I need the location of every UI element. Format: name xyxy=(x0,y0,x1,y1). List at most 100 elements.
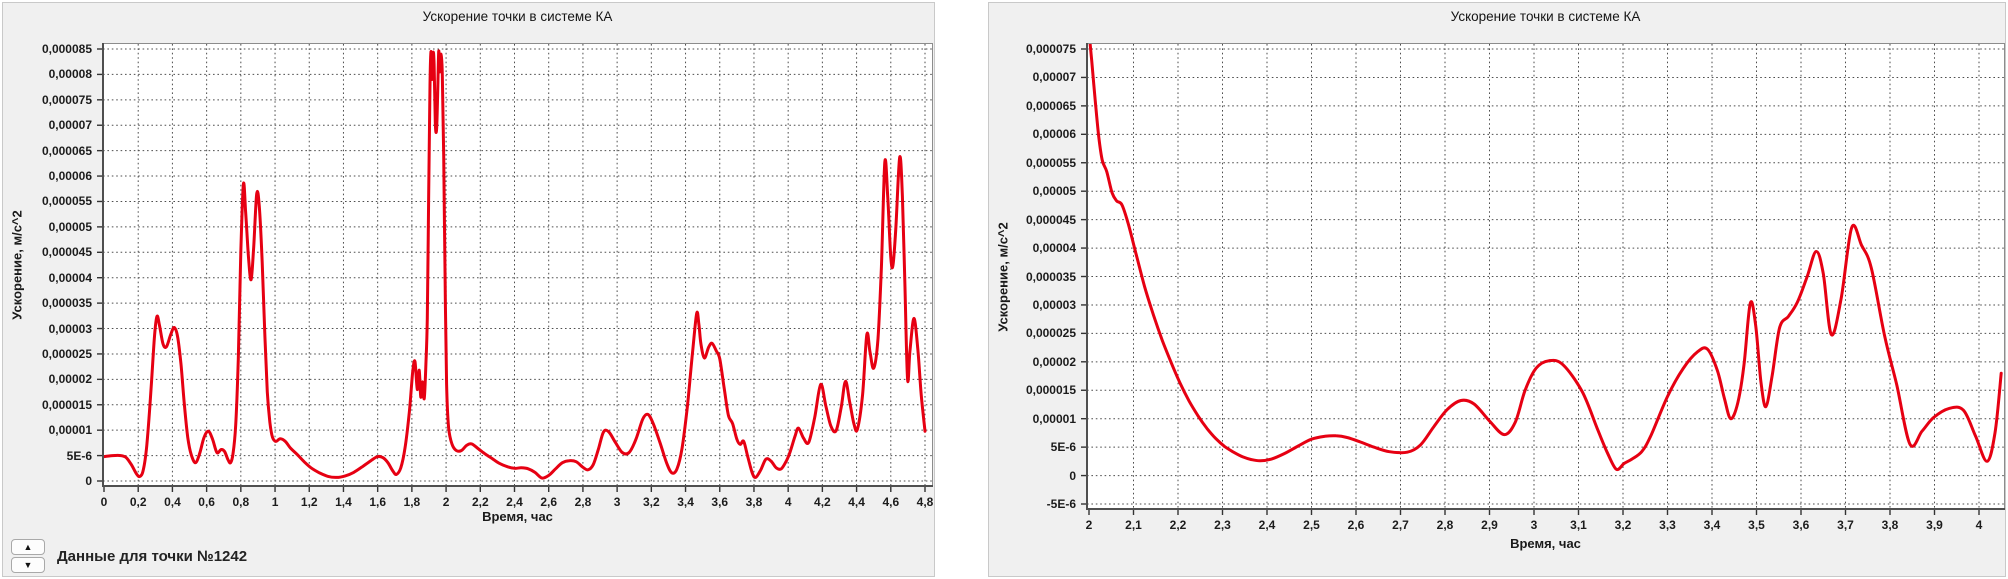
y-tick-label: 0,00007 xyxy=(48,118,92,133)
y-tick-label: -5E-6 xyxy=(1046,497,1076,511)
spin-up-button[interactable]: ▲ xyxy=(11,539,45,555)
y-tick-label: 0,00001 xyxy=(1032,411,1076,426)
y-tick-label: 0,000075 xyxy=(41,92,92,107)
spin-down-button[interactable]: ▼ xyxy=(11,557,45,573)
y-tick-label: 0,00005 xyxy=(1032,184,1076,199)
x-tick-label: 1,6 xyxy=(369,495,386,509)
chart-title: Ускорение точки в системе КА xyxy=(422,9,613,24)
y-tick-label: 0,000015 xyxy=(41,397,92,412)
x-tick-label: 2,8 xyxy=(1436,518,1454,532)
x-tick-label: 3,3 xyxy=(1659,518,1676,532)
x-tick-label: 4,2 xyxy=(814,495,831,509)
x-tick-label: 0,6 xyxy=(198,495,215,509)
spin-buttons: ▲ ▼ xyxy=(11,539,45,573)
y-tick-label: 0,000025 xyxy=(41,346,92,361)
x-tick-label: 2,3 xyxy=(1214,518,1231,532)
y-tick-label: 0,00003 xyxy=(48,321,92,336)
x-axis-title: Время, час xyxy=(1510,536,1581,551)
x-tick-label: 0,2 xyxy=(129,495,147,509)
x-tick-label: 3,2 xyxy=(642,495,660,509)
y-tick-label: 0,00004 xyxy=(48,270,92,285)
x-tick-label: 2,2 xyxy=(471,495,489,509)
x-tick-label: 3,8 xyxy=(745,495,763,509)
y-tick-label: 0 xyxy=(85,474,92,488)
y-tick-label: 0,00006 xyxy=(48,169,92,184)
x-tick-label: 2,9 xyxy=(1481,518,1498,532)
point-data-label: Данные для точки №1242 xyxy=(57,547,248,565)
y-tick-label: 0,000045 xyxy=(1025,212,1076,227)
x-tick-label: 4 xyxy=(784,495,792,509)
x-tick-label: 3,8 xyxy=(1881,518,1899,532)
x-tick-label: 3,4 xyxy=(677,495,694,509)
tick-marks xyxy=(1081,48,1980,515)
x-tick-label: 3,5 xyxy=(1748,518,1765,532)
y-tick-label: 0,00004 xyxy=(1032,241,1076,256)
y-tick-label: 0,000035 xyxy=(41,296,92,311)
down-arrow-icon: ▼ xyxy=(23,559,33,570)
x-tick-label: 3,2 xyxy=(1614,518,1632,532)
y-tick-label: 0,000075 xyxy=(1025,42,1076,56)
tick-marks xyxy=(97,48,926,492)
y-tick-label: 0,000025 xyxy=(1025,326,1076,341)
x-tick-label: 0,4 xyxy=(164,495,181,509)
y-tick-label: 0,00001 xyxy=(48,423,92,438)
x-tick-label: 2,7 xyxy=(1392,518,1409,532)
x-tick-label: 2,5 xyxy=(1303,518,1320,532)
x-tick-label: 2,8 xyxy=(574,495,592,509)
y-tick-label: 0,000035 xyxy=(1025,269,1076,284)
y-tick-label: 0,000065 xyxy=(41,143,92,158)
y-tick-label: 5E-6 xyxy=(66,448,92,463)
chart-title: Ускорение точки в системе КА xyxy=(1450,9,1641,24)
y-tick-label: 0,00007 xyxy=(1032,70,1076,85)
x-tick-label: 1,8 xyxy=(403,495,421,509)
x-tick-label: 2 xyxy=(442,495,450,509)
y-tick-label: 0,00005 xyxy=(48,219,92,234)
gridlines xyxy=(1087,44,2004,509)
acceleration-curve xyxy=(102,49,927,480)
x-tick-label: 3,6 xyxy=(711,495,729,509)
x-axis-title: Время, час xyxy=(482,509,553,524)
y-tick-label: 5E-6 xyxy=(1050,440,1076,455)
x-tick-label: 2 xyxy=(1085,518,1093,532)
y-tick-label: 0,000065 xyxy=(1025,98,1076,113)
x-tick-label: 1 xyxy=(271,495,279,509)
y-tick-label: 0,00008 xyxy=(48,67,92,82)
x-tick-label: 2,4 xyxy=(506,495,523,509)
x-tick-label: 2,4 xyxy=(1258,518,1276,532)
x-tick-label: 3,7 xyxy=(1837,518,1854,532)
x-tick-label: 4 xyxy=(1975,518,1983,532)
x-tick-label: 4,4 xyxy=(848,495,865,509)
x-tick-label: 3,1 xyxy=(1570,518,1587,532)
y-tick-label: 0,000015 xyxy=(1025,383,1076,398)
left-chart-panel: Ускорение точки в системе КА Ускорение, … xyxy=(2,2,935,577)
x-tick-label: 1,2 xyxy=(300,495,318,509)
y-tick-label: 0,00002 xyxy=(48,372,92,387)
x-tick-label: 4,8 xyxy=(916,495,934,509)
x-tick-label: 3,6 xyxy=(1792,518,1810,532)
gridlines xyxy=(103,44,932,486)
x-tick-label: 2,1 xyxy=(1125,518,1142,532)
x-tick-label: 1,4 xyxy=(335,495,352,509)
plot-canvas xyxy=(1081,43,2005,515)
plot-area xyxy=(1081,43,2005,515)
y-tick-label: 0,00003 xyxy=(1032,297,1076,312)
y-tick-label: 0,00002 xyxy=(1032,354,1076,369)
point-spinner: ▲ ▼ Данные для точки №1242 xyxy=(11,539,247,573)
y-tick-label: 0,00006 xyxy=(1032,127,1076,142)
y-tick-label: 0 xyxy=(1069,468,1076,483)
x-tick-label: 3 xyxy=(1530,518,1538,532)
plot-canvas xyxy=(97,43,933,492)
x-tick-label: 3 xyxy=(613,495,621,509)
right-chart-panel: Ускорение точки в системе КА Ускорение, … xyxy=(988,2,2006,577)
x-tick-label: 0 xyxy=(100,495,108,509)
x-tick-label: 0,8 xyxy=(232,495,250,509)
y-tick-label: 0,000045 xyxy=(41,245,92,260)
plot-area xyxy=(97,43,933,492)
y-tick-label: 0,000055 xyxy=(41,194,92,209)
up-arrow-icon: ▲ xyxy=(23,541,33,552)
x-tick-label: 2,6 xyxy=(1347,518,1365,532)
y-tick-label: 0,000085 xyxy=(41,42,92,56)
x-tick-label: 2,2 xyxy=(1169,518,1187,532)
x-tick-label: 3,4 xyxy=(1703,518,1721,532)
x-tick-label: 2,6 xyxy=(540,495,558,509)
